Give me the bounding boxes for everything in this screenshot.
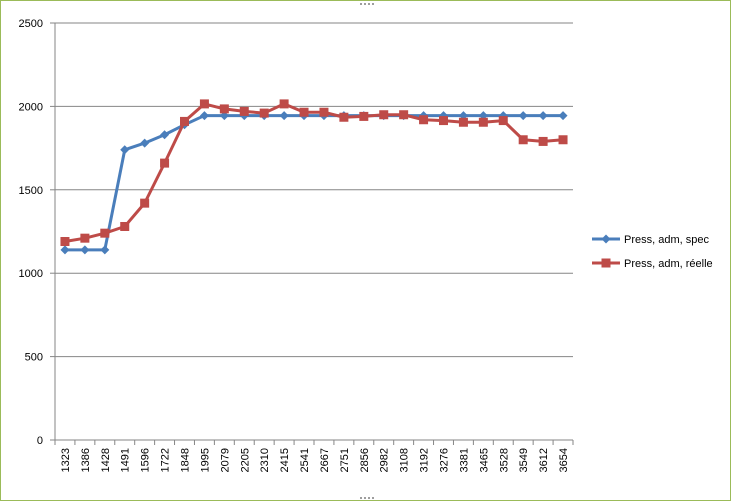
data-point [180,116,189,126]
x-tick-label: 3465 [478,448,490,472]
y-tick-label: 1000 [19,268,43,280]
data-point [219,104,229,114]
x-tick-label: 3612 [538,448,550,472]
x-axis-tick-labels: 1323 1386 1428 1491 1596 1722 1848 1995 2079 2205… [60,448,570,472]
data-point [558,135,568,145]
x-tick-label: 3108 [399,448,411,472]
resize-handles[interactable] [360,3,374,499]
data-point [538,111,548,121]
data-point [100,228,110,238]
x-tick-label: 2310 [259,448,271,472]
legend-item: Press, adm, réelle [592,258,713,270]
legend-item: Press, adm, spec [592,234,709,246]
data-point [439,116,448,126]
series-2 [60,99,568,247]
data-point [199,99,209,109]
x-tick-label: 3528 [498,448,510,472]
data-point [379,110,389,120]
data-point [359,111,369,121]
data-point [60,237,70,247]
data-point [120,145,130,155]
x-tick-label: 3192 [419,448,431,472]
x-tick-label: 2751 [339,448,351,472]
x-tick-label: 3381 [458,448,470,472]
y-tick-label: 2500 [19,18,43,30]
y-tick-label: 1500 [19,185,43,197]
plot-series [60,99,568,255]
data-point [199,111,209,121]
series-line [64,114,564,252]
data-point [140,198,150,208]
data-point [339,112,349,122]
data-point [60,245,70,255]
y-tick-label: 500 [25,352,43,364]
data-point [538,136,548,146]
resize-handle-bottom[interactable] [368,497,370,499]
resize-handle-bottom[interactable] [360,497,362,499]
legend-label: Press, adm, réelle [624,258,713,270]
data-point [518,135,528,145]
resize-handle-top[interactable] [364,3,366,5]
x-tick-label: 1428 [100,448,112,472]
x-tick-label: 2982 [379,448,391,472]
x-tick-label: 1596 [140,448,152,472]
x-tick-label: 1491 [120,448,132,472]
x-tick-label: 2415 [279,448,291,472]
y-tick-label: 2000 [19,101,43,113]
data-point [299,107,309,117]
gridlines [55,22,573,358]
data-point [279,111,289,121]
resize-handle-top[interactable] [372,3,374,5]
data-point [160,130,170,140]
x-tick-label: 1386 [80,448,92,472]
data-point [80,245,90,255]
data-point [100,245,110,255]
resize-handle-bottom[interactable] [372,497,374,499]
x-tick-label: 2079 [219,448,231,472]
x-tick-label: 3276 [439,448,451,472]
data-point [399,110,409,120]
data-point [478,117,488,127]
x-tick-label: 1995 [199,448,211,472]
x-tick-label: 2205 [239,448,251,472]
resize-handle-top[interactable] [368,3,370,5]
data-point [458,117,468,127]
data-point [518,111,528,121]
data-point [140,138,150,148]
legend-label: Press, adm, spec [624,234,709,246]
data-point [80,233,90,243]
x-tick-label: 1848 [180,448,192,472]
resize-handle-top[interactable] [360,3,362,5]
y-tick-label: 0 [37,435,43,447]
y-axis-tick-labels: 0 500 1000 1500 2000 2500 [19,18,43,447]
data-point [160,158,170,168]
series-line [64,102,564,243]
x-tick-label: 1323 [60,448,72,472]
data-point [279,99,289,109]
legend: Press, adm, spec Press, adm, réelle [592,234,713,270]
x-tick-label: 3549 [518,448,530,472]
x-tick-label: 2541 [299,448,311,472]
data-point [319,107,329,117]
data-point [259,108,269,118]
axes [50,22,574,445]
data-point [120,221,130,231]
x-tick-label: 3654 [558,448,570,472]
resize-handle-bottom[interactable] [364,497,366,499]
x-tick-label: 2667 [319,448,331,472]
x-tick-label: 2856 [359,448,371,472]
x-tick-label: 1722 [160,448,172,472]
legend-marker [601,234,611,244]
data-point [558,111,568,121]
data-point [498,116,508,126]
data-point [239,106,249,116]
legend-marker [601,258,611,268]
data-point [419,115,429,125]
series-1 [60,111,568,255]
